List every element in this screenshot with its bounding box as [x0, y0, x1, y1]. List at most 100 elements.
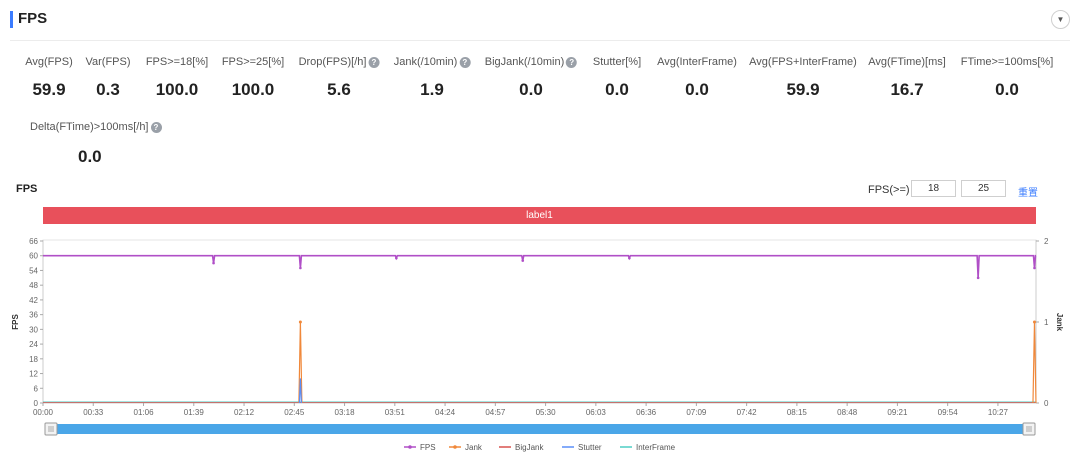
- x-tick-label: 05:30: [536, 408, 557, 417]
- metric-label: FPS>=25[%]: [221, 56, 285, 68]
- metric-value: 100.0: [155, 80, 199, 99]
- y-tick-label: 60: [29, 252, 38, 261]
- metric-avg-fps: Avg(FPS) 59.9: [25, 55, 72, 100]
- help-icon[interactable]: ?: [459, 56, 471, 68]
- time-slider[interactable]: [44, 422, 1036, 436]
- legend-dot-icon: [408, 445, 412, 449]
- legend-dot-icon: [453, 445, 457, 449]
- fps-threshold-1-input[interactable]: [911, 180, 956, 197]
- metric-label: Jank(/10min): [393, 56, 458, 68]
- metric-value: 16.7: [890, 80, 924, 99]
- stutter-spike: [298, 378, 302, 404]
- plot-frame: [42, 239, 1037, 404]
- help-icon[interactable]: ?: [566, 56, 578, 68]
- metric-drop-fps: Drop(FPS)[/h]? 5.6: [299, 55, 380, 100]
- reset-link[interactable]: 重置: [1018, 188, 1038, 199]
- metric-value: 0.0: [685, 80, 709, 99]
- y-tick-label: 54: [29, 266, 38, 275]
- legend-label: Jank: [465, 443, 483, 452]
- y-tick-label: 30: [29, 325, 38, 334]
- fps-dip-point: [628, 256, 631, 260]
- fps-series-line: [43, 254, 1037, 278]
- y-tick-label: 36: [29, 311, 38, 320]
- x-tick-label: 02:45: [284, 408, 305, 417]
- metric-value: 0.0: [995, 80, 1019, 99]
- metric-jank: Jank(/10min)? 1.9: [394, 55, 471, 100]
- metric-label: BigJank(/10min): [484, 56, 565, 68]
- x-tick-label: 08:48: [837, 408, 858, 417]
- chart-series: [43, 254, 1037, 404]
- chevron-down-icon[interactable]: ▼: [1051, 10, 1070, 29]
- x-tick-label: 06:36: [636, 408, 657, 417]
- legend-label: InterFrame: [636, 443, 676, 452]
- metric-label: Drop(FPS)[/h]: [298, 56, 367, 68]
- fps-dip-point: [521, 259, 525, 262]
- y-tick-label: 12: [29, 370, 38, 379]
- x-tick-label: 09:21: [887, 408, 908, 417]
- label-bar[interactable]: label1: [43, 207, 1036, 224]
- help-icon[interactable]: ?: [368, 56, 380, 68]
- legend-label: FPS: [420, 443, 436, 452]
- x-tick-label: 09:54: [938, 408, 959, 417]
- metric-avg-ftime: Avg(FTime)[ms] 16.7: [868, 55, 946, 100]
- metric-label: Avg(FPS): [25, 56, 73, 68]
- legend-label: BigJank: [515, 443, 544, 452]
- y2-tick-label: 0: [1044, 399, 1049, 408]
- metric-value: 0.0: [605, 80, 629, 99]
- header-divider: [10, 40, 1070, 41]
- section-accent-bar: [10, 11, 13, 28]
- fps-dip-point: [299, 266, 302, 270]
- help-icon[interactable]: ?: [150, 121, 162, 133]
- y-tick-label: 48: [29, 281, 38, 290]
- metric-value: 100.0: [231, 80, 275, 99]
- x-tick-label: 03:18: [335, 408, 356, 417]
- metric-value: 59.9: [32, 80, 66, 99]
- y-tick-label: 24: [29, 340, 38, 349]
- x-tick-label: 06:03: [586, 408, 607, 417]
- slider-track: [45, 424, 1035, 434]
- jank-point: [1032, 320, 1036, 324]
- metric-label: Var(FPS): [85, 56, 131, 68]
- fps-threshold-2-input[interactable]: [961, 180, 1006, 197]
- x-tick-label: 00:00: [33, 408, 54, 417]
- metrics-row: Avg(FPS) 59.9 Var(FPS) 0.3 FPS>=18[%] 10…: [0, 55, 1080, 115]
- jank-point: [298, 320, 302, 324]
- x-tick-label: 04:24: [435, 408, 456, 417]
- y-axis-ticks: 0 6 12 18 24 30 36 42 48 54 60 66: [29, 237, 43, 408]
- y2-tick-label: 2: [1044, 237, 1049, 246]
- chart-title: FPS: [16, 183, 38, 195]
- y-tick-label: 0: [34, 399, 39, 408]
- fps-threshold-label: FPS(>=): [868, 184, 910, 196]
- metric-avg-fps-interframe: Avg(FPS+InterFrame) 59.9: [749, 55, 857, 100]
- metric-avg-interframe: Avg(InterFrame) 0.0: [657, 55, 737, 100]
- y-tick-label: 18: [29, 355, 38, 364]
- fps-dip-point: [1033, 266, 1036, 270]
- legend-label: Stutter: [578, 443, 602, 452]
- metric-value: 0.3: [96, 80, 120, 99]
- x-tick-label: 00:33: [83, 408, 104, 417]
- y-tick-label: 6: [34, 384, 39, 393]
- x-tick-label: 07:42: [737, 408, 758, 417]
- metric-label: FPS>=18[%]: [145, 56, 209, 68]
- chart-legend[interactable]: FPS Jank BigJank Stutter InterFrame: [404, 443, 676, 452]
- section-title: FPS: [18, 10, 48, 27]
- x-tick-label: 03:51: [385, 408, 406, 417]
- metric-value: 59.9: [786, 80, 820, 99]
- metric-ftime-ge-100ms: FTime>=100ms[%] 0.0: [961, 55, 1054, 100]
- x-tick-label: 07:09: [686, 408, 707, 417]
- metric-var-fps: Var(FPS) 0.3: [85, 55, 130, 100]
- y2-axis-title: Jank: [1055, 313, 1064, 332]
- metric-value: 5.6: [327, 80, 351, 99]
- metric-stutter: Stutter[%] 0.0: [593, 55, 641, 100]
- y2-tick-label: 1: [1044, 318, 1049, 327]
- fps-dip-point: [395, 256, 398, 260]
- metric-label: Delta(FTime)>100ms[/h]: [30, 121, 149, 133]
- metric-bigjank: BigJank(/10min)? 0.0: [484, 55, 578, 100]
- x-tick-label: 08:15: [787, 408, 808, 417]
- y-tick-label: 42: [29, 296, 38, 305]
- metric-fps-ge-18: FPS>=18[%] 100.0: [146, 55, 208, 100]
- fps-dip-point: [212, 261, 215, 265]
- metric-value: 1.9: [420, 80, 444, 99]
- metric-label: FTime>=100ms[%]: [960, 56, 1054, 68]
